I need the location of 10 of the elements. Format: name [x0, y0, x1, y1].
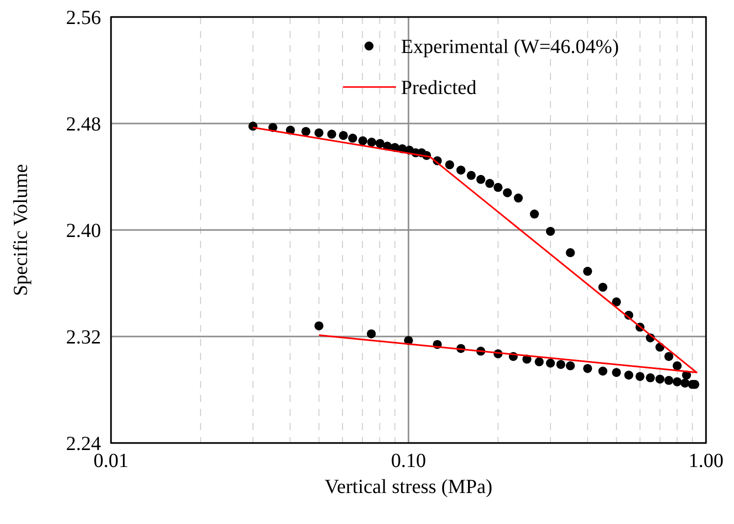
- legend-label: Experimental (W=46.04%): [401, 36, 619, 58]
- x-tick-label: 1.00: [688, 450, 724, 472]
- y-tick-label: 2.48: [66, 114, 101, 136]
- y-axis-title: Specific Volume: [10, 164, 32, 296]
- y-tick-label: 2.56: [66, 7, 101, 29]
- legend-label: Predicted: [401, 77, 477, 99]
- y-tick-label: 2.32: [66, 326, 101, 348]
- y-tick-label: 2.40: [66, 220, 101, 242]
- x-axis-title: Vertical stress (MPa): [324, 476, 492, 498]
- x-tick-label: 0.10: [391, 450, 426, 472]
